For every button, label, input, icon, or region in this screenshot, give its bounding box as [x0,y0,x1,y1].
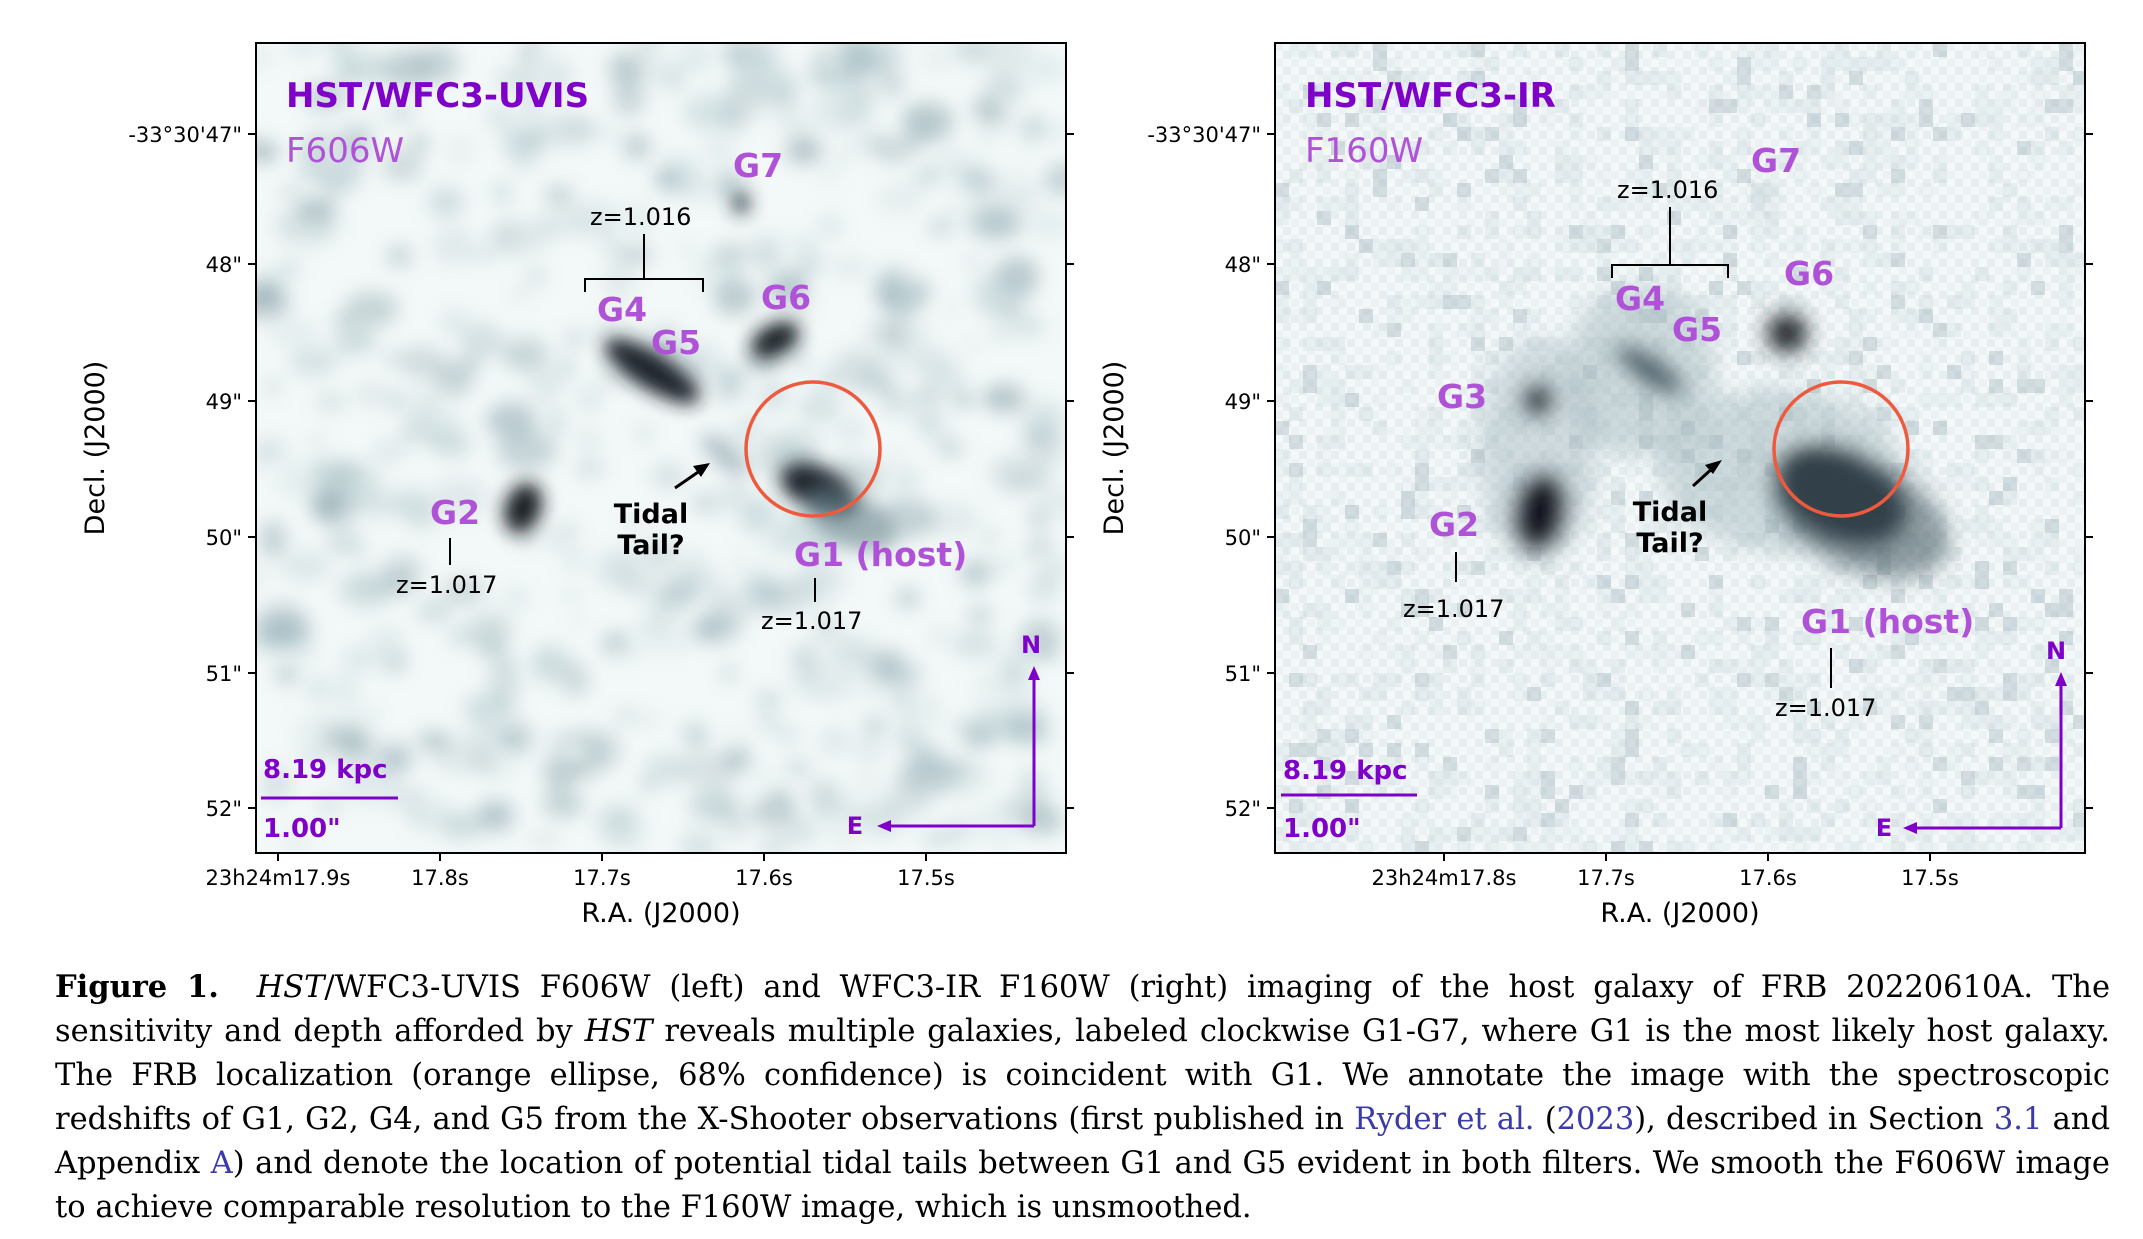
noise-texture [256,43,1066,853]
ra-tick-label: 17.7s [1577,866,1635,890]
ra-tick-label: 17.7s [573,866,631,890]
noise-texture [1275,43,2085,853]
label-g4: G4 [597,290,647,329]
caption-hst-1: HST [256,970,325,1005]
caption-text-5: ) and denote the location of potential t… [55,1146,2110,1225]
redshift-g2: z=1.017 [1403,595,1504,623]
scalebar-kpc-label: 8.19 kpc [1283,756,1408,786]
y-axis-label: Decl. (J2000) [1099,361,1130,536]
scalebar-kpc-label: 8.19 kpc [263,755,388,785]
compass-north-label: N [2046,637,2066,665]
label-g1-host: G1 (host) [1801,602,1974,641]
tidal-label-line2: Tail? [1636,528,1703,559]
frb-localization-ellipse [744,380,882,518]
scalebar-arcsec-label: 1.00" [1283,814,1361,844]
dec-tick-label: 50" [1225,526,1261,550]
dec-tick-label: 49" [206,390,242,414]
bracket-g4-g5 [1611,207,1729,278]
redshift-g4-g5: z=1.016 [1617,176,1718,204]
dec-tick-label: 48" [1225,253,1261,277]
ra-tick-label: 23h24m17.9s [206,866,351,890]
axis-ticks: -33°30'47" 48" 49" 50" 51" 52" 23h24m17.9s 17.8… [128,123,1074,890]
caption-label: Figure 1. [55,969,219,1005]
redshift-g1: z=1.017 [761,607,862,635]
x-axis-label: R.A. (J2000) [581,898,740,929]
ra-tick-label: 23h24m17.8s [1372,866,1517,890]
scalebar-arcsec-label: 1.00" [263,814,341,844]
label-g5: G5 [651,323,701,362]
redshift-g2: z=1.017 [396,571,497,599]
label-g2: G2 [1429,505,1479,544]
ra-tick-label: 17.6s [735,866,793,890]
instrument-label: HST/WFC3-UVIS [286,76,589,116]
instrument-label: HST/WFC3-IR [1305,76,1556,116]
caption-text-3: ), described in Section [1634,1102,1994,1137]
dec-tick-label: 50" [206,526,242,550]
figure-1: -33°30'47" 48" 49" 50" 51" 52" 23h24m17.9s 17.8… [80,42,2093,929]
panel-ir-f160w: -33°30'47" 48" 49" 50" 51" 52" 23h24m17.8s 17.7… [1099,42,2093,929]
label-g4: G4 [1615,279,1665,318]
compass-arrows [1903,672,2067,834]
dec-tick-label: 48" [206,253,242,277]
redshift-g4-g5: z=1.016 [590,203,691,231]
ra-tick-label: 17.5s [1901,866,1959,890]
x-axis-label: R.A. (J2000) [1600,898,1759,929]
label-g6: G6 [1784,254,1834,293]
frb-localization-ellipse [1772,380,1910,518]
compass-east-label: E [1876,814,1892,842]
tidal-label-line1: Tidal [614,499,688,530]
label-g3: G3 [1437,377,1487,416]
label-g6: G6 [761,278,811,317]
dec-tick-label: 52" [1225,797,1261,821]
tidal-arrow [674,463,710,490]
y-axis-label: Decl. (J2000) [80,361,111,536]
filter-label: F160W [1305,131,1423,171]
label-g2: G2 [430,493,480,532]
filter-label: F606W [286,131,404,171]
compass-north-label: N [1021,631,1041,659]
bracket-g4-g5 [584,234,704,292]
dec-tick-label: 52" [206,797,242,821]
caption-hst-2: HST [584,1014,653,1049]
dec-tick-label: 51" [206,662,242,686]
caption-text-1: /WFC3-UVIS F606W (left) and WFC3-IR F160… [55,970,2110,1049]
section-link[interactable]: 3.1 [1993,1102,2043,1137]
label-g7: G7 [1751,141,1801,180]
compass-arrows [877,666,1040,832]
appendix-link[interactable]: A [210,1146,233,1181]
caption-text-4: and Appendix [55,1102,2110,1181]
label-g7: G7 [733,146,783,185]
dec-tick-label: -33°30'47" [128,123,242,147]
ra-tick-label: 17.5s [897,866,955,890]
caption-text-2: reveals multiple galaxies, labeled clock… [55,1014,2110,1137]
compass-east-label: E [847,812,863,840]
axis-ticks: -33°30'47" 48" 49" 50" 51" 52" 23h24m17.8s 17.7… [1147,123,2093,890]
ra-tick-label: 17.6s [1739,866,1797,890]
dec-tick-label: 51" [1225,662,1261,686]
ra-tick-label: 17.8s [411,866,469,890]
citation-link-author[interactable]: Ryder et al. [1354,1102,1535,1137]
panel-uvis-f606w: -33°30'47" 48" 49" 50" 51" 52" 23h24m17.9s 17.8… [80,42,1074,929]
citation-link-year[interactable]: 2023 [1556,1102,1635,1137]
tidal-arrow [1691,460,1722,488]
dec-tick-label: -33°30'47" [1147,123,1261,147]
label-g1-host: G1 (host) [794,535,967,574]
redshift-g1: z=1.017 [1775,694,1876,722]
figure-caption: Figure 1. HST/WFC3-UVIS F606W (left) and… [55,965,2110,1230]
tidal-label-line1: Tidal [1633,497,1707,528]
panel-frame [1274,42,2086,854]
label-g5: G5 [1672,310,1722,349]
tidal-label-line2: Tail? [617,530,684,561]
panel-frame [255,42,1067,854]
galaxy-sources [1478,190,1950,580]
caption-ref-open: ( [1534,1102,1557,1137]
galaxy-sources [503,192,897,552]
dec-tick-label: 49" [1225,390,1261,414]
